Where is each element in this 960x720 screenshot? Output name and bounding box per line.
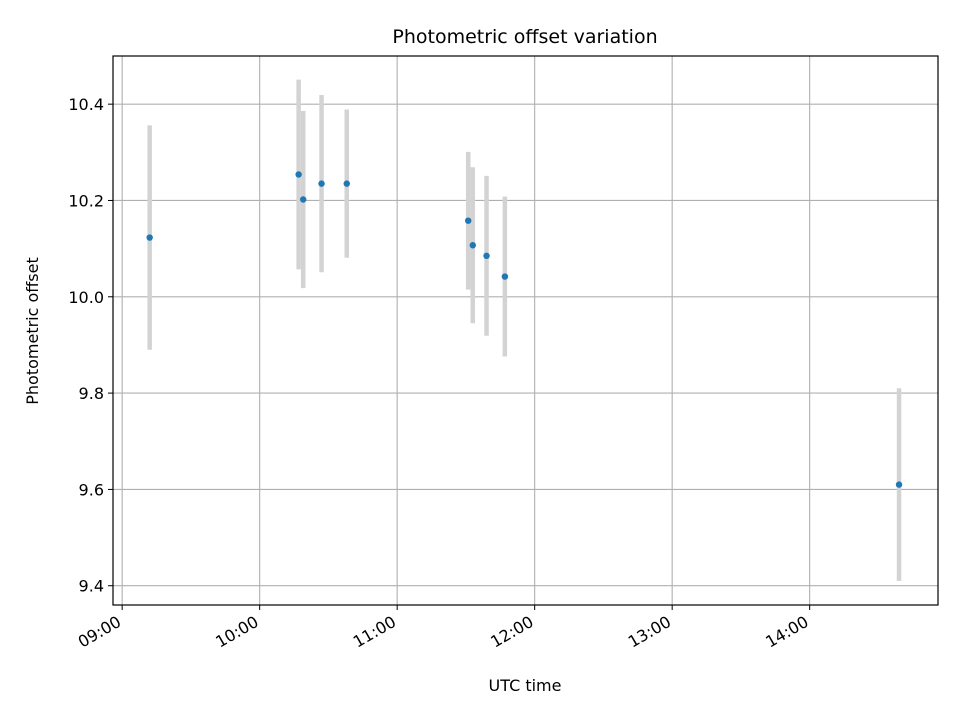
plot-frame xyxy=(112,55,939,606)
y-axis-ticks: 9.4 9.6 9.8 10.0 10.2 10.4 xyxy=(68,95,113,596)
y-tick-label: 10.0 xyxy=(68,288,104,307)
y-tick-label: 9.6 xyxy=(79,480,104,499)
data-point xyxy=(146,234,153,241)
chart-title: Photometric offset variation xyxy=(392,26,657,48)
y-tick-label: 10.2 xyxy=(68,191,104,210)
data-point xyxy=(343,180,350,187)
data-point xyxy=(300,196,307,203)
data-point xyxy=(465,217,472,224)
y-axis-label: Photometric offset xyxy=(23,257,42,405)
data-point xyxy=(469,242,476,249)
y-tick-label: 9.4 xyxy=(79,577,104,596)
data-points xyxy=(146,171,903,488)
data-point xyxy=(295,171,302,178)
data-point xyxy=(895,481,903,488)
data-point xyxy=(318,180,325,187)
x-axis-label: UTC time xyxy=(489,676,562,695)
data-point xyxy=(501,273,509,280)
y-tick-label: 10.4 xyxy=(68,95,104,114)
grid xyxy=(113,56,938,605)
y-tick-label: 9.8 xyxy=(79,384,104,403)
data-point xyxy=(483,252,490,260)
